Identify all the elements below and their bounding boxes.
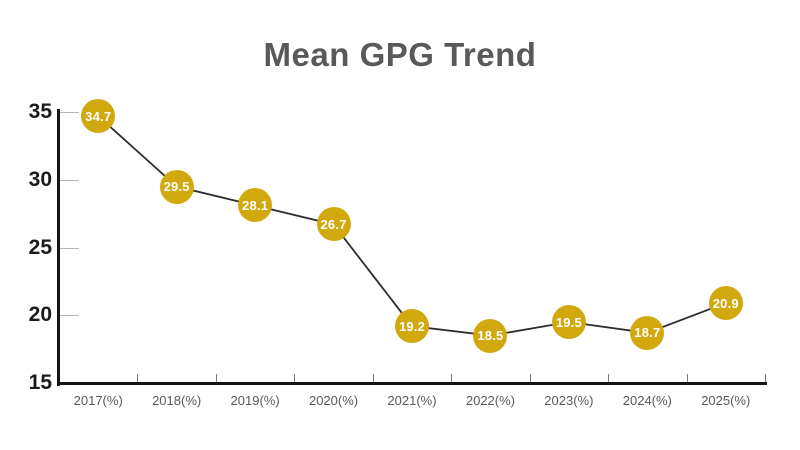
data-point-marker: 19.2	[395, 309, 429, 344]
data-point-marker: 28.1	[238, 188, 273, 223]
x-axis-line	[57, 382, 767, 385]
y-axis-tick-label: 25	[28, 235, 52, 259]
data-point-label: 20.9	[712, 295, 739, 311]
x-tick-mark	[137, 374, 139, 382]
y-axis-tick-label: 15	[28, 371, 52, 394]
data-point-label: 18.5	[477, 328, 504, 344]
y-axis-tick-label: 20	[28, 303, 52, 327]
trend-line	[97, 115, 727, 337]
x-tick-mark	[294, 374, 296, 382]
chart-title: Mean GPG Trend	[263, 36, 537, 73]
x-tick-mark	[529, 374, 531, 382]
x-tick-mark	[765, 374, 766, 382]
y-axis-tick-label: 30	[28, 167, 52, 191]
x-axis-tick-label: 2024(%)	[622, 393, 672, 408]
data-point-marker: 19.5	[551, 305, 586, 340]
data-point-marker: 18.7	[630, 315, 665, 350]
data-point-label: 19.5	[555, 314, 582, 330]
data-point-marker: 29.5	[159, 169, 194, 204]
data-point-label: 19.2	[398, 318, 426, 334]
data-point-label: 26.7	[320, 216, 347, 232]
x-axis-tick-label: 2023(%)	[544, 393, 594, 408]
x-axis-tick-label: 2022(%)	[465, 393, 515, 408]
data-point-label: 29.5	[163, 179, 190, 195]
data-point-label: 28.1	[242, 197, 269, 213]
x-axis-tick-label: 2025(%)	[701, 393, 751, 408]
y-tick-mark	[59, 247, 79, 249]
x-tick-mark	[215, 374, 217, 382]
x-tick-mark	[686, 374, 688, 382]
data-point-label: 18.7	[634, 325, 661, 341]
x-tick-mark	[372, 374, 374, 382]
y-tick-mark	[59, 315, 79, 317]
y-tick-mark	[59, 179, 79, 181]
data-point-marker: 20.9	[708, 286, 743, 321]
x-axis-tick-label: 2017(%)	[73, 393, 123, 408]
data-point-label: 34.7	[85, 108, 112, 124]
x-axis-tick-label: 2018(%)	[152, 393, 202, 408]
y-axis-tick-label: 35	[28, 100, 52, 123]
data-point-marker: 18.5	[473, 318, 508, 353]
x-axis-tick-label: 2021(%)	[387, 393, 437, 408]
x-tick-mark	[451, 374, 453, 382]
data-point-marker: 34.7	[81, 99, 116, 134]
x-axis-tick-label: 2019(%)	[230, 393, 280, 408]
x-axis-tick-label: 2020(%)	[308, 393, 359, 408]
x-tick-mark	[608, 374, 610, 382]
y-axis-line	[57, 109, 60, 386]
y-tick-mark	[59, 112, 79, 113]
data-point-marker: 26.7	[316, 207, 351, 242]
